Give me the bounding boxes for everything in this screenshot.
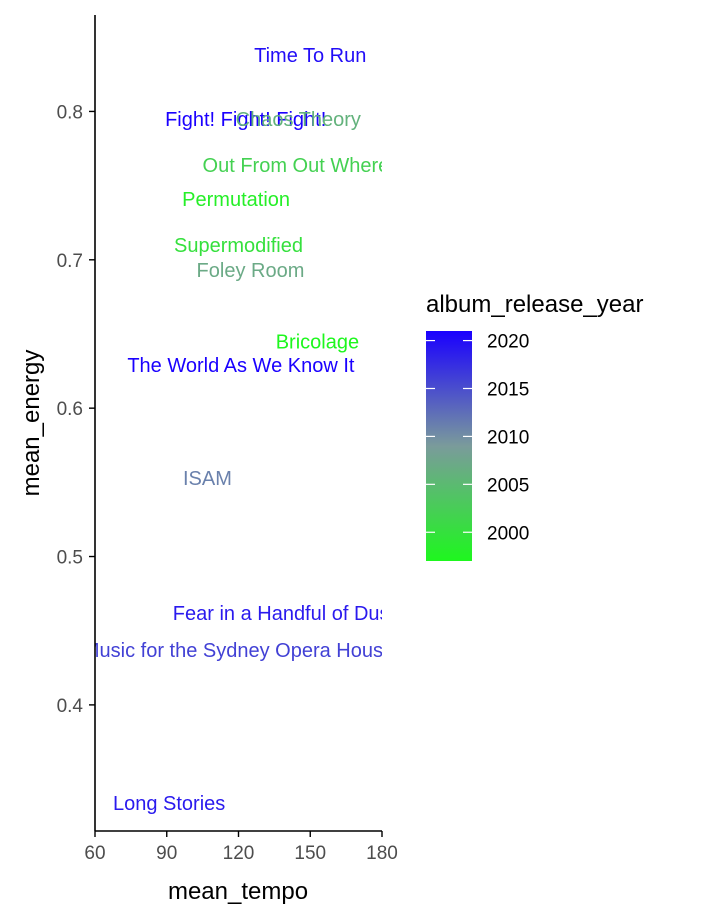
album-label: Time To Run	[254, 45, 366, 67]
y-tick-label: 0.8	[57, 102, 83, 123]
album-label: Music for the Sydney Opera House	[83, 640, 394, 662]
album-label: Permutation	[182, 189, 290, 211]
x-ticks: 60 90 120 150 180	[84, 831, 398, 864]
legend-title: album_release_year	[426, 291, 643, 318]
album-label: Chaos Theory	[236, 109, 361, 131]
y-tick-label: 0.4	[57, 696, 84, 717]
legend-label: 2010	[487, 427, 529, 448]
legend-label: 2020	[487, 332, 529, 353]
album-label: Out From Out Where	[203, 155, 390, 177]
album-label: The World As We Know It	[127, 355, 355, 377]
album-label: Bricolage	[276, 331, 359, 353]
legend-label: 2015	[487, 380, 529, 401]
y-ticks: 0.4 0.5 0.6 0.7 0.8	[57, 102, 95, 717]
album-label: ISAM	[183, 468, 232, 490]
x-tick-label: 180	[366, 843, 398, 864]
legend: album_release_year 2000 2005 2010 2015 2020	[426, 291, 643, 561]
album-label: Foley Room	[197, 260, 305, 282]
album-label: Supermodified	[174, 235, 303, 257]
y-axis-title: mean_energy	[18, 350, 45, 497]
x-axis-title: mean_tempo	[168, 878, 308, 905]
legend-label: 2005	[487, 475, 529, 496]
y-tick-label: 0.6	[57, 399, 83, 420]
legend-ticks: 2000 2005 2010 2015 2020	[426, 332, 529, 544]
y-tick-label: 0.7	[57, 251, 83, 272]
x-tick-label: 120	[223, 843, 255, 864]
album-label: Fight! Fight! Fight!	[165, 109, 326, 131]
y-tick-label: 0.5	[57, 548, 83, 569]
x-tick-label: 150	[294, 843, 326, 864]
legend-label: 2000	[487, 523, 529, 544]
album-label: Fear in a Handful of Dust	[173, 603, 396, 625]
album-label: Long Stories	[113, 793, 225, 815]
x-tick-label: 90	[156, 843, 177, 864]
x-tick-label: 60	[84, 843, 105, 864]
data-labels: Time To Run Fight! Fight! Fight!Chaos The…	[83, 45, 396, 815]
legend-colorbar	[426, 331, 472, 561]
